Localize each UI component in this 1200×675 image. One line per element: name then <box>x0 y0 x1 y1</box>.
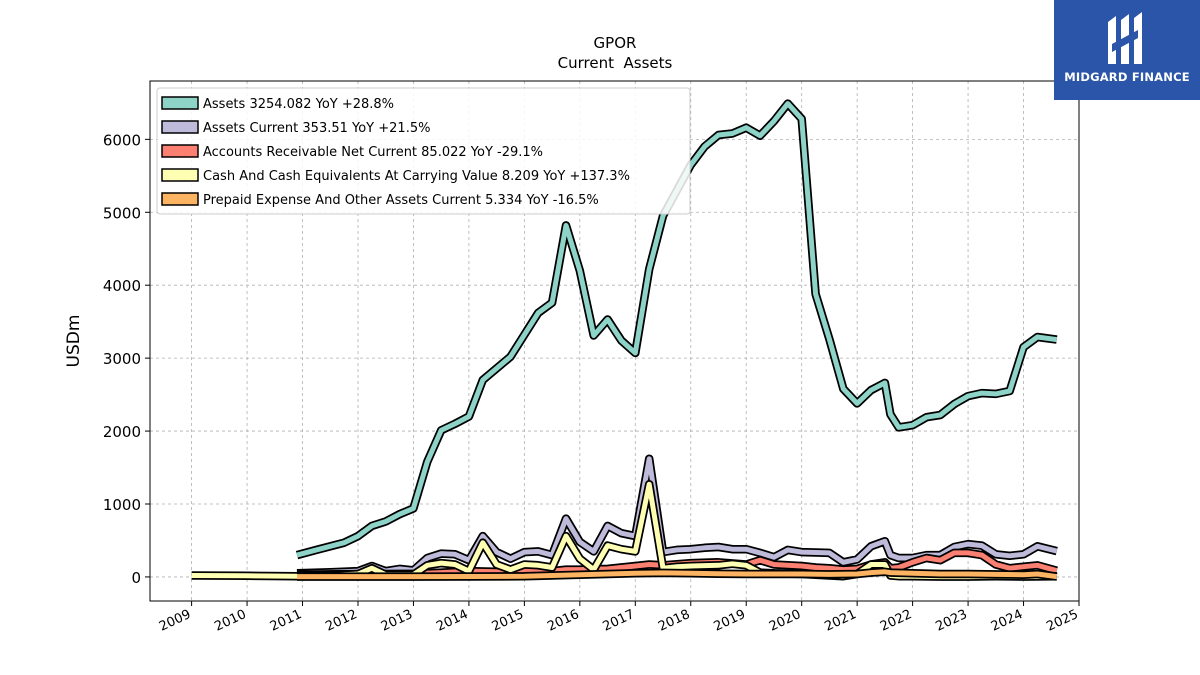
series-line-2 <box>296 550 1058 578</box>
legend-label-1: Assets Current 353.51 YoY +21.5% <box>203 121 430 136</box>
x-tick-label: 2015 <box>490 607 526 635</box>
brand-logo: MIDGARD FINANCE <box>1054 0 1200 100</box>
legend-label-4: Prepaid Expense And Other Assets Current… <box>203 193 599 208</box>
y-tick-label: 6000 <box>103 131 141 149</box>
brand-name: MIDGARD FINANCE <box>1064 70 1190 84</box>
x-tick-label: 2013 <box>379 607 415 635</box>
x-tick-label: 2023 <box>933 607 969 635</box>
legend-label-2: Accounts Receivable Net Current 85.022 Y… <box>203 145 543 160</box>
x-tick-label: 2010 <box>212 607 248 635</box>
x-tick-label: 2017 <box>601 607 637 635</box>
legend: Assets 3254.082 YoY +28.8% Assets Current… <box>156 87 691 215</box>
y-axis-label: USDm <box>64 315 84 368</box>
x-tick-label: 2009 <box>157 607 193 635</box>
legend-swatch-4 <box>161 192 199 206</box>
y-tick-label: 0 <box>131 569 141 587</box>
y-tick-label: 4000 <box>103 277 141 295</box>
x-tick-label: 2022 <box>878 607 914 635</box>
legend-label-0: Assets 3254.082 YoY +28.8% <box>203 97 394 112</box>
x-tick-label: 2012 <box>323 607 359 635</box>
chart-title: GPOR <box>594 34 637 52</box>
x-tick-label: 2024 <box>989 607 1025 635</box>
brand-mark-icon <box>1108 12 1142 64</box>
y-tick-label: 1000 <box>103 496 141 514</box>
series-layer <box>191 99 1058 581</box>
series-line-4 <box>297 569 1058 580</box>
chart-subtitle: Current Assets <box>558 54 673 72</box>
legend-box <box>156 87 691 215</box>
legend-label-3: Cash And Cash Equivalents At Carrying Va… <box>203 169 630 184</box>
legend-swatch-2 <box>161 144 199 158</box>
legend-swatch-0 <box>161 96 199 110</box>
y-tick-label: 5000 <box>103 204 141 222</box>
x-tick-label: 2020 <box>767 607 803 635</box>
legend-swatch-3 <box>161 168 199 182</box>
series-line-0 <box>296 101 1058 558</box>
plot-frame <box>149 80 1080 602</box>
x-tick-label: 2018 <box>656 607 692 635</box>
x-tick-label: 2019 <box>712 607 748 635</box>
y-tick-label: 2000 <box>103 423 141 441</box>
y-tick-label: 3000 <box>103 350 141 368</box>
x-tick-label: 2021 <box>823 607 859 635</box>
legend-swatch-1 <box>161 120 199 134</box>
x-tick-label: 2025 <box>1044 607 1080 635</box>
x-tick-label: 2011 <box>268 607 304 635</box>
x-tick-label: 2016 <box>545 607 581 635</box>
x-tick-label: 2014 <box>434 607 470 635</box>
